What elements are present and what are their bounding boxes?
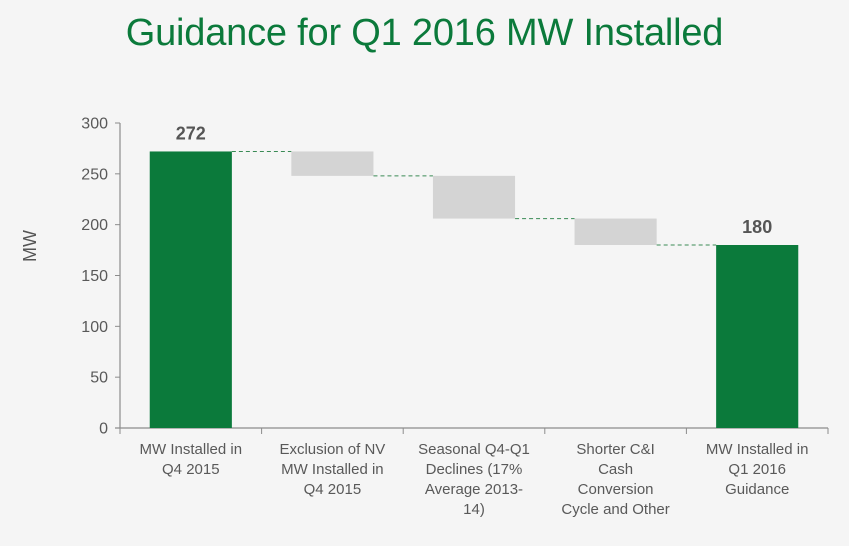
y-tick-label: 50 bbox=[90, 370, 108, 387]
x-tick-label: Exclusion of NV MW Installed in Q4 2015 bbox=[262, 440, 404, 500]
y-tick-label: 100 bbox=[81, 319, 108, 336]
decrease-bar bbox=[291, 151, 374, 176]
total-bar bbox=[149, 151, 232, 428]
x-tick-label-line: MW Installed in bbox=[139, 441, 243, 458]
x-tick-label-line: Shorter C&I bbox=[576, 441, 655, 458]
chart-title: Guidance for Q1 2016 MW Installed bbox=[125, 12, 724, 54]
x-tick-label-line: Q1 2016 bbox=[728, 461, 786, 478]
decrease-bar bbox=[432, 175, 516, 219]
x-tick-label-line: MW Installed in bbox=[281, 461, 384, 478]
x-tick-label-line: Cycle and Other bbox=[561, 501, 670, 518]
x-tick-label-line: MW Installed in bbox=[705, 441, 809, 458]
data-label: 272 bbox=[176, 123, 206, 143]
x-tick-label-line: Q4 2015 bbox=[162, 461, 220, 478]
total-bar bbox=[716, 245, 799, 428]
x-tick-label-line: Guidance bbox=[725, 481, 790, 498]
x-tick-label-line: Average 2013- bbox=[424, 481, 524, 498]
y-tick-label: 250 bbox=[81, 166, 108, 183]
x-tick-label: Shorter C&I Cash Conversion Cycle and Other bbox=[545, 440, 687, 520]
decrease-bar bbox=[574, 218, 657, 245]
y-tick-label: 0 bbox=[99, 421, 108, 438]
x-tick-label-line: Cash bbox=[598, 461, 634, 478]
x-tick-label-line: Q4 2015 bbox=[303, 481, 362, 498]
x-tick-label-line: Exclusion of NV bbox=[279, 441, 386, 458]
x-tick-label-line: 14) bbox=[463, 501, 485, 518]
y-tick-label: 300 bbox=[81, 116, 108, 133]
x-tick-label: MW Installed in Q1 2016 Guidance bbox=[686, 440, 828, 500]
x-tick-label: MW Installed in Q4 2015 bbox=[120, 440, 262, 480]
x-tick-label-line: Seasonal Q4-Q1 bbox=[418, 441, 530, 458]
data-label: 180 bbox=[742, 217, 772, 237]
y-tick-label: 200 bbox=[81, 217, 108, 234]
x-tick-label-line: Conversion bbox=[577, 481, 654, 498]
y-tick-label: 150 bbox=[81, 268, 108, 285]
x-tick-label: Seasonal Q4-Q1 Declines (17% Average 2013-… bbox=[403, 440, 545, 520]
x-tick-label-line: Declines (17% bbox=[425, 461, 523, 478]
